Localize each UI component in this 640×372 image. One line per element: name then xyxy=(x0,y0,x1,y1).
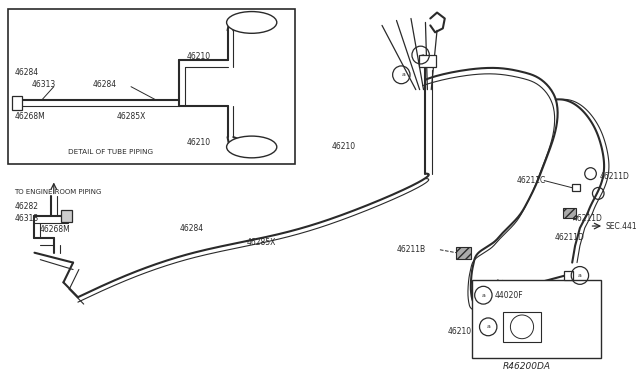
Text: 46285X: 46285X xyxy=(247,238,276,247)
Text: 46285X: 46285X xyxy=(116,112,146,121)
Text: 46284: 46284 xyxy=(92,80,116,89)
Text: 46211C: 46211C xyxy=(516,176,545,185)
Bar xyxy=(563,208,576,218)
Text: a: a xyxy=(486,324,490,329)
Text: 46211D: 46211D xyxy=(555,233,585,243)
Text: a: a xyxy=(578,273,582,278)
Text: a: a xyxy=(401,72,405,77)
Bar xyxy=(61,210,72,222)
Text: 46268M: 46268M xyxy=(14,112,45,121)
Bar xyxy=(572,183,580,192)
Bar xyxy=(472,280,601,359)
Text: 46284: 46284 xyxy=(14,68,38,77)
Text: 46313: 46313 xyxy=(14,214,38,222)
Text: SEC.441: SEC.441 xyxy=(605,222,637,231)
Bar xyxy=(456,247,471,259)
Text: 46210: 46210 xyxy=(187,138,211,147)
Text: DETAIL OF TUBE PIPING: DETAIL OF TUBE PIPING xyxy=(68,149,154,155)
Bar xyxy=(563,270,573,280)
Text: a: a xyxy=(420,52,424,58)
Text: 46313: 46313 xyxy=(31,80,56,89)
Ellipse shape xyxy=(227,136,276,158)
Bar xyxy=(419,55,436,67)
Ellipse shape xyxy=(227,12,276,33)
Text: R46200DA: R46200DA xyxy=(503,362,551,371)
Text: 46211D: 46211D xyxy=(599,172,629,181)
Text: 46210: 46210 xyxy=(332,142,356,151)
Text: 46282: 46282 xyxy=(14,202,38,211)
Bar xyxy=(12,96,22,110)
Text: 46284: 46284 xyxy=(179,224,204,232)
Text: 46211D: 46211D xyxy=(572,214,602,222)
Text: a: a xyxy=(481,293,485,298)
Bar xyxy=(502,312,541,341)
Bar xyxy=(8,9,295,164)
Text: 46210: 46210 xyxy=(187,52,211,61)
Text: 46268M: 46268M xyxy=(39,225,70,234)
Text: 44020F: 44020F xyxy=(495,291,524,300)
Text: 46210: 46210 xyxy=(447,327,472,336)
Text: TO ENGINE ROOM PIPING: TO ENGINE ROOM PIPING xyxy=(14,189,102,195)
Text: 46211B: 46211B xyxy=(397,245,426,254)
